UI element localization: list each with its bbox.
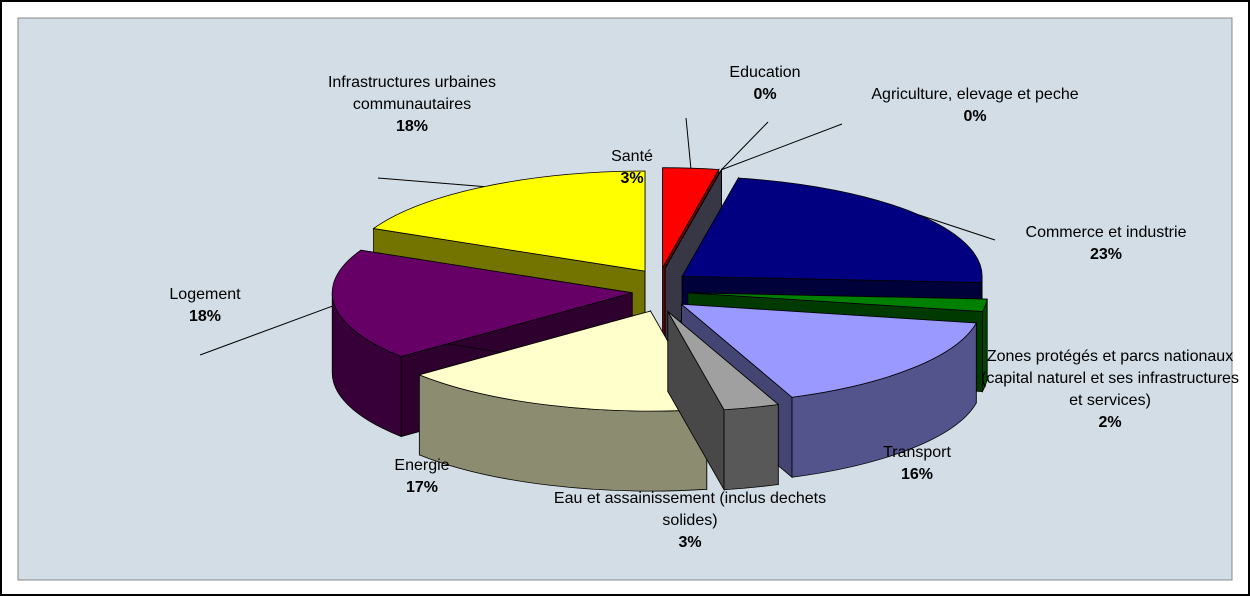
- category-name: Logement: [169, 286, 241, 303]
- category-name: Santé: [611, 148, 653, 165]
- percent-label: 3%: [678, 534, 702, 551]
- category-name: Agriculture, elevage et peche: [871, 86, 1079, 103]
- slice-top: [664, 169, 722, 269]
- category-name: Commerce et industrie: [1025, 224, 1187, 241]
- slice-top: [667, 311, 780, 411]
- slice-label: Logement 18%: [145, 284, 265, 328]
- slice-label: Infrastructures urbaines communautaires 1…: [282, 72, 542, 138]
- leader-lines: [199, 117, 996, 356]
- slice-label: Education 0%: [695, 62, 835, 106]
- pie: [331, 167, 988, 492]
- percent-label: 23%: [1089, 246, 1123, 263]
- slice-label: Agriculture, elevage et peche 0%: [850, 84, 1100, 128]
- percent-label: 0%: [753, 86, 777, 103]
- percent-label: 3%: [620, 170, 644, 187]
- category-name: Energie: [394, 457, 450, 474]
- percent-label: 0%: [963, 108, 987, 125]
- slice-label: Zones protégés et parcs nationaux (capit…: [980, 346, 1240, 434]
- percent-label: 17%: [405, 479, 439, 496]
- percent-label: 2%: [1098, 414, 1122, 431]
- category-name: Eau et assainissement (inclus dechets so…: [553, 490, 827, 529]
- leader-line: [685, 117, 692, 169]
- leader-line: [919, 214, 996, 241]
- slice-top: [680, 303, 977, 398]
- leader-line: [721, 121, 769, 171]
- slice-top: [372, 170, 646, 272]
- category-name: Education: [729, 64, 801, 81]
- percent-label: 16%: [900, 466, 934, 483]
- slice-wall: [723, 404, 779, 491]
- slice-top: [687, 292, 988, 312]
- slice-top: [662, 167, 720, 270]
- category-name: Zones protégés et parcs nationaux (capit…: [981, 348, 1239, 409]
- leader-line: [377, 177, 485, 188]
- slice-label: Commerce et industrie 23%: [986, 222, 1226, 266]
- slice: [667, 310, 780, 492]
- percent-label: 18%: [188, 308, 222, 325]
- percent-label: 18%: [395, 118, 429, 135]
- leader-line: [199, 304, 335, 356]
- slice-top: [418, 310, 708, 412]
- leader-line: [721, 123, 843, 171]
- slice-top: [331, 249, 633, 357]
- category-name: Transport: [883, 444, 951, 461]
- slice-label: Santé 3%: [572, 146, 692, 190]
- category-name: Infrastructures urbaines communautaires: [327, 74, 497, 113]
- slice-label: Energie 17%: [362, 455, 482, 499]
- slice-label: Transport 16%: [857, 442, 977, 486]
- slice-top: [681, 177, 983, 283]
- slice-label: Eau et assainissement (inclus dechets so…: [550, 488, 830, 554]
